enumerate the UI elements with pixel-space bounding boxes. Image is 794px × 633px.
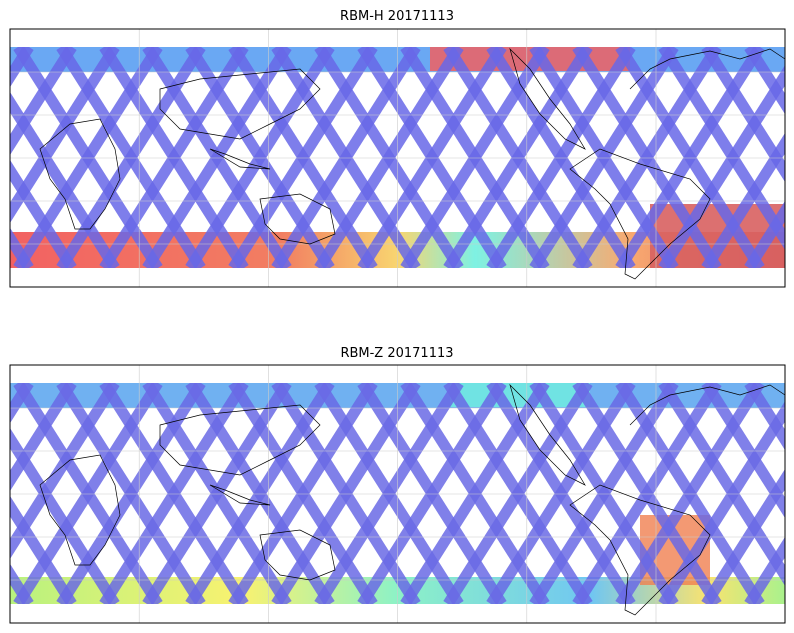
track <box>486 47 636 268</box>
coastline <box>159 68 321 140</box>
coastline <box>159 404 321 476</box>
track <box>99 47 249 268</box>
track <box>529 47 679 268</box>
track <box>658 401 785 604</box>
track <box>443 383 593 604</box>
track <box>357 47 507 268</box>
track <box>572 383 722 604</box>
coastline <box>39 118 121 230</box>
frame <box>9 364 786 624</box>
track <box>185 47 335 268</box>
track <box>744 536 785 604</box>
coastline <box>209 484 271 506</box>
track <box>744 383 785 451</box>
track <box>142 383 292 604</box>
coastline <box>259 529 336 581</box>
panel-title: RBM-H 20171113 <box>340 9 454 24</box>
coastline <box>629 48 786 90</box>
track <box>486 383 636 604</box>
track <box>10 383 77 492</box>
track <box>56 47 206 268</box>
track <box>10 159 77 268</box>
track <box>99 383 249 604</box>
track <box>658 65 785 268</box>
map-panel <box>9 364 786 624</box>
coastline <box>209 148 271 170</box>
map-panel <box>9 28 786 288</box>
track <box>10 495 77 604</box>
coastline <box>509 47 586 150</box>
frame <box>9 28 786 288</box>
track <box>13 47 163 268</box>
coastline <box>509 383 586 486</box>
track <box>271 47 421 268</box>
coastline <box>569 148 711 280</box>
track <box>228 47 378 268</box>
track <box>13 383 163 604</box>
swaths <box>10 47 785 268</box>
coastline <box>629 384 786 426</box>
track <box>572 47 722 268</box>
track <box>314 383 464 604</box>
track <box>701 469 785 604</box>
track <box>529 383 679 604</box>
coastline <box>259 193 336 245</box>
swaths <box>10 383 785 604</box>
panel-title: RBM-Z 20171113 <box>340 346 453 361</box>
track <box>185 383 335 604</box>
track <box>615 383 765 604</box>
track <box>701 133 785 268</box>
track <box>10 47 77 156</box>
track <box>400 383 550 604</box>
track <box>400 47 550 268</box>
track <box>615 47 765 268</box>
track <box>744 47 785 115</box>
track <box>744 200 785 268</box>
track <box>314 47 464 268</box>
track <box>56 383 206 604</box>
coastline <box>39 454 121 566</box>
track <box>142 47 292 268</box>
coastline <box>569 484 711 616</box>
track <box>10 383 120 560</box>
track <box>228 383 378 604</box>
track <box>10 47 120 224</box>
track <box>271 383 421 604</box>
track <box>357 383 507 604</box>
track <box>443 47 593 268</box>
